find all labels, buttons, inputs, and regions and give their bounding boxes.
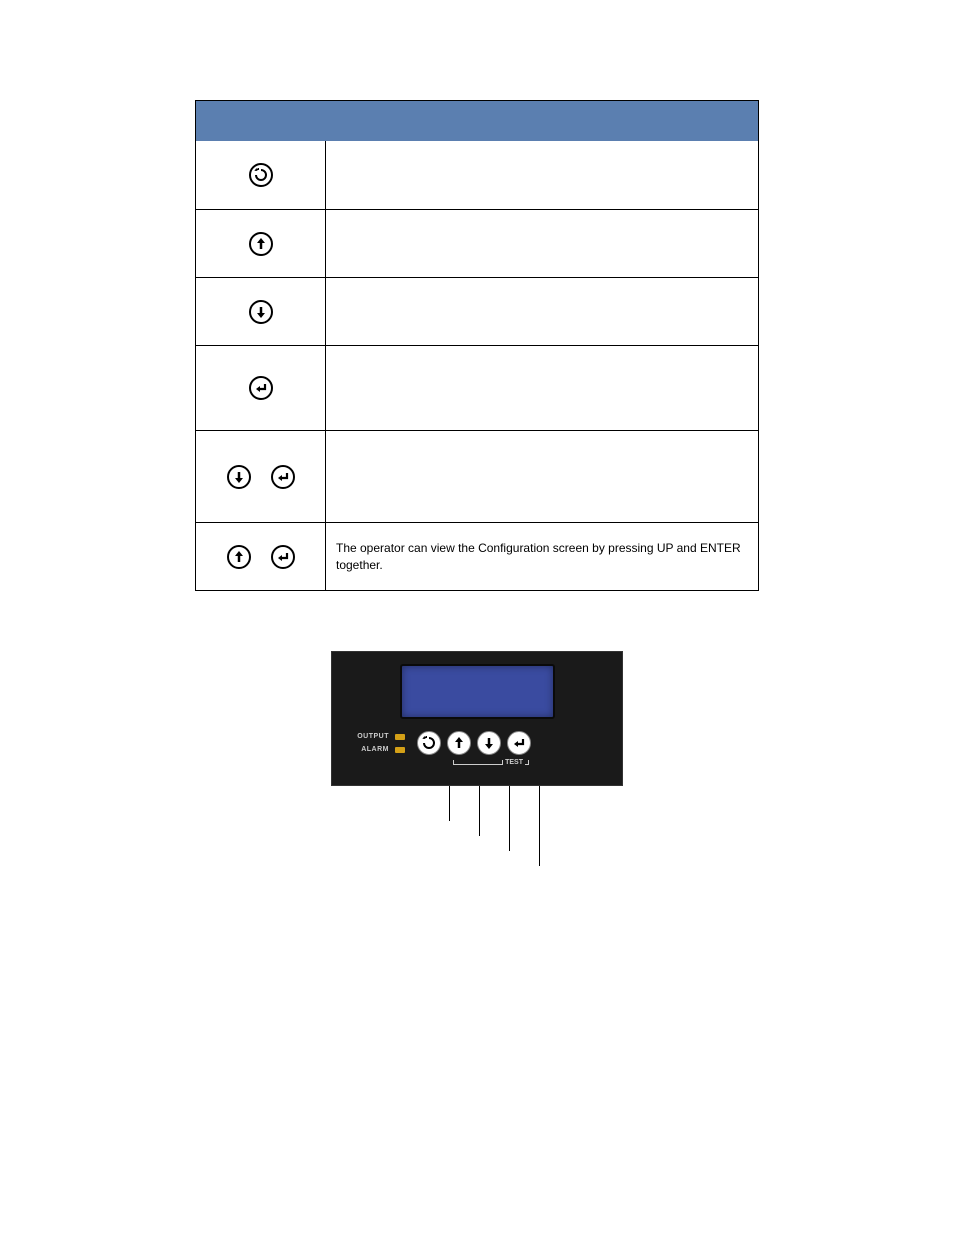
down-icon <box>249 300 273 324</box>
down-icon <box>227 465 251 489</box>
icon-cell <box>196 346 326 430</box>
control-panel: OUTPUT ALARM TEST <box>331 651 623 786</box>
up-icon <box>227 545 251 569</box>
icon-cell <box>196 523 326 590</box>
icon-cell <box>196 141 326 209</box>
panel-back-button[interactable] <box>417 731 441 755</box>
icon-cell <box>196 278 326 345</box>
icon-cell <box>196 210 326 277</box>
indicators: OUTPUT ALARM <box>357 731 405 753</box>
alarm-led <box>395 747 405 753</box>
panel-enter-button[interactable] <box>507 731 531 755</box>
description-cell: The operator can view the Configuration … <box>326 523 758 590</box>
callout-line <box>509 786 510 851</box>
enter-icon <box>271 465 295 489</box>
callout-line <box>479 786 480 836</box>
table-row <box>196 141 758 209</box>
icon-cell <box>196 431 326 522</box>
panel-up-button[interactable] <box>447 731 471 755</box>
lcd-screen <box>400 664 555 719</box>
table-row: The operator can view the Configuration … <box>196 522 758 590</box>
description-cell <box>326 346 758 430</box>
enter-icon <box>249 376 273 400</box>
callout-line <box>539 786 540 866</box>
panel-figure: OUTPUT ALARM TEST <box>195 651 759 886</box>
alarm-indicator: ALARM <box>357 746 405 753</box>
description-cell <box>326 141 758 209</box>
description-cell <box>326 431 758 522</box>
output-indicator: OUTPUT <box>357 733 405 740</box>
output-label: OUTPUT <box>357 733 389 740</box>
callout-line <box>449 786 450 821</box>
up-icon <box>249 232 273 256</box>
alarm-label: ALARM <box>357 746 389 753</box>
test-label-text: TEST <box>505 759 523 766</box>
description-cell <box>326 210 758 277</box>
table-header <box>196 101 758 141</box>
description-cell <box>326 278 758 345</box>
button-function-table: The operator can view the Configuration … <box>195 100 759 591</box>
back-icon <box>249 163 273 187</box>
table-row <box>196 277 758 345</box>
table-row <box>196 430 758 522</box>
output-led <box>395 734 405 740</box>
callout-lines <box>331 786 623 886</box>
table-row <box>196 209 758 277</box>
test-label-group: TEST <box>453 759 529 766</box>
enter-icon <box>271 545 295 569</box>
panel-buttons-row <box>417 731 531 755</box>
panel-down-button[interactable] <box>477 731 501 755</box>
table-row <box>196 345 758 430</box>
